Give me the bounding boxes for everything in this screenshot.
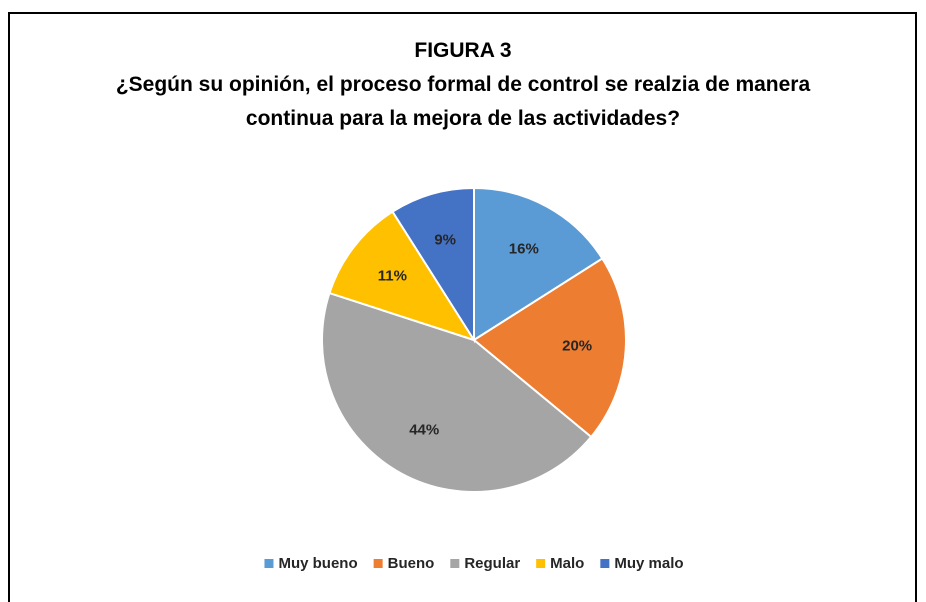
data-label: 20% (562, 337, 592, 354)
pie-slice (321, 291, 593, 493)
pie-slice (391, 186, 475, 344)
legend-label: Regular (464, 555, 520, 572)
legend-label: Muy malo (614, 555, 683, 572)
legend-label: Malo (550, 555, 584, 572)
pie-slice (472, 257, 627, 439)
chart-subtitle: ¿Según su opinión, el proceso formal de … (115, 73, 811, 130)
legend-swatch (264, 559, 274, 568)
pie-slice (328, 210, 477, 342)
data-label: 16% (509, 240, 539, 257)
chart-title: FIGURA 3 (414, 39, 512, 62)
data-label: 44% (409, 422, 439, 439)
legend-swatch (373, 559, 383, 568)
legend-swatch (600, 559, 610, 568)
titles: FIGURA 3 ¿Según su opinión, el proceso f… (0, 34, 926, 136)
legend-swatch (536, 559, 546, 568)
legend-label: Bueno (388, 555, 435, 572)
data-label: 9% (434, 232, 456, 249)
legend-label: Muy bueno (278, 555, 357, 572)
pie-slice (473, 186, 604, 342)
legend-swatch (450, 559, 460, 568)
chart-frame (8, 12, 917, 602)
data-label: 11% (378, 268, 407, 285)
